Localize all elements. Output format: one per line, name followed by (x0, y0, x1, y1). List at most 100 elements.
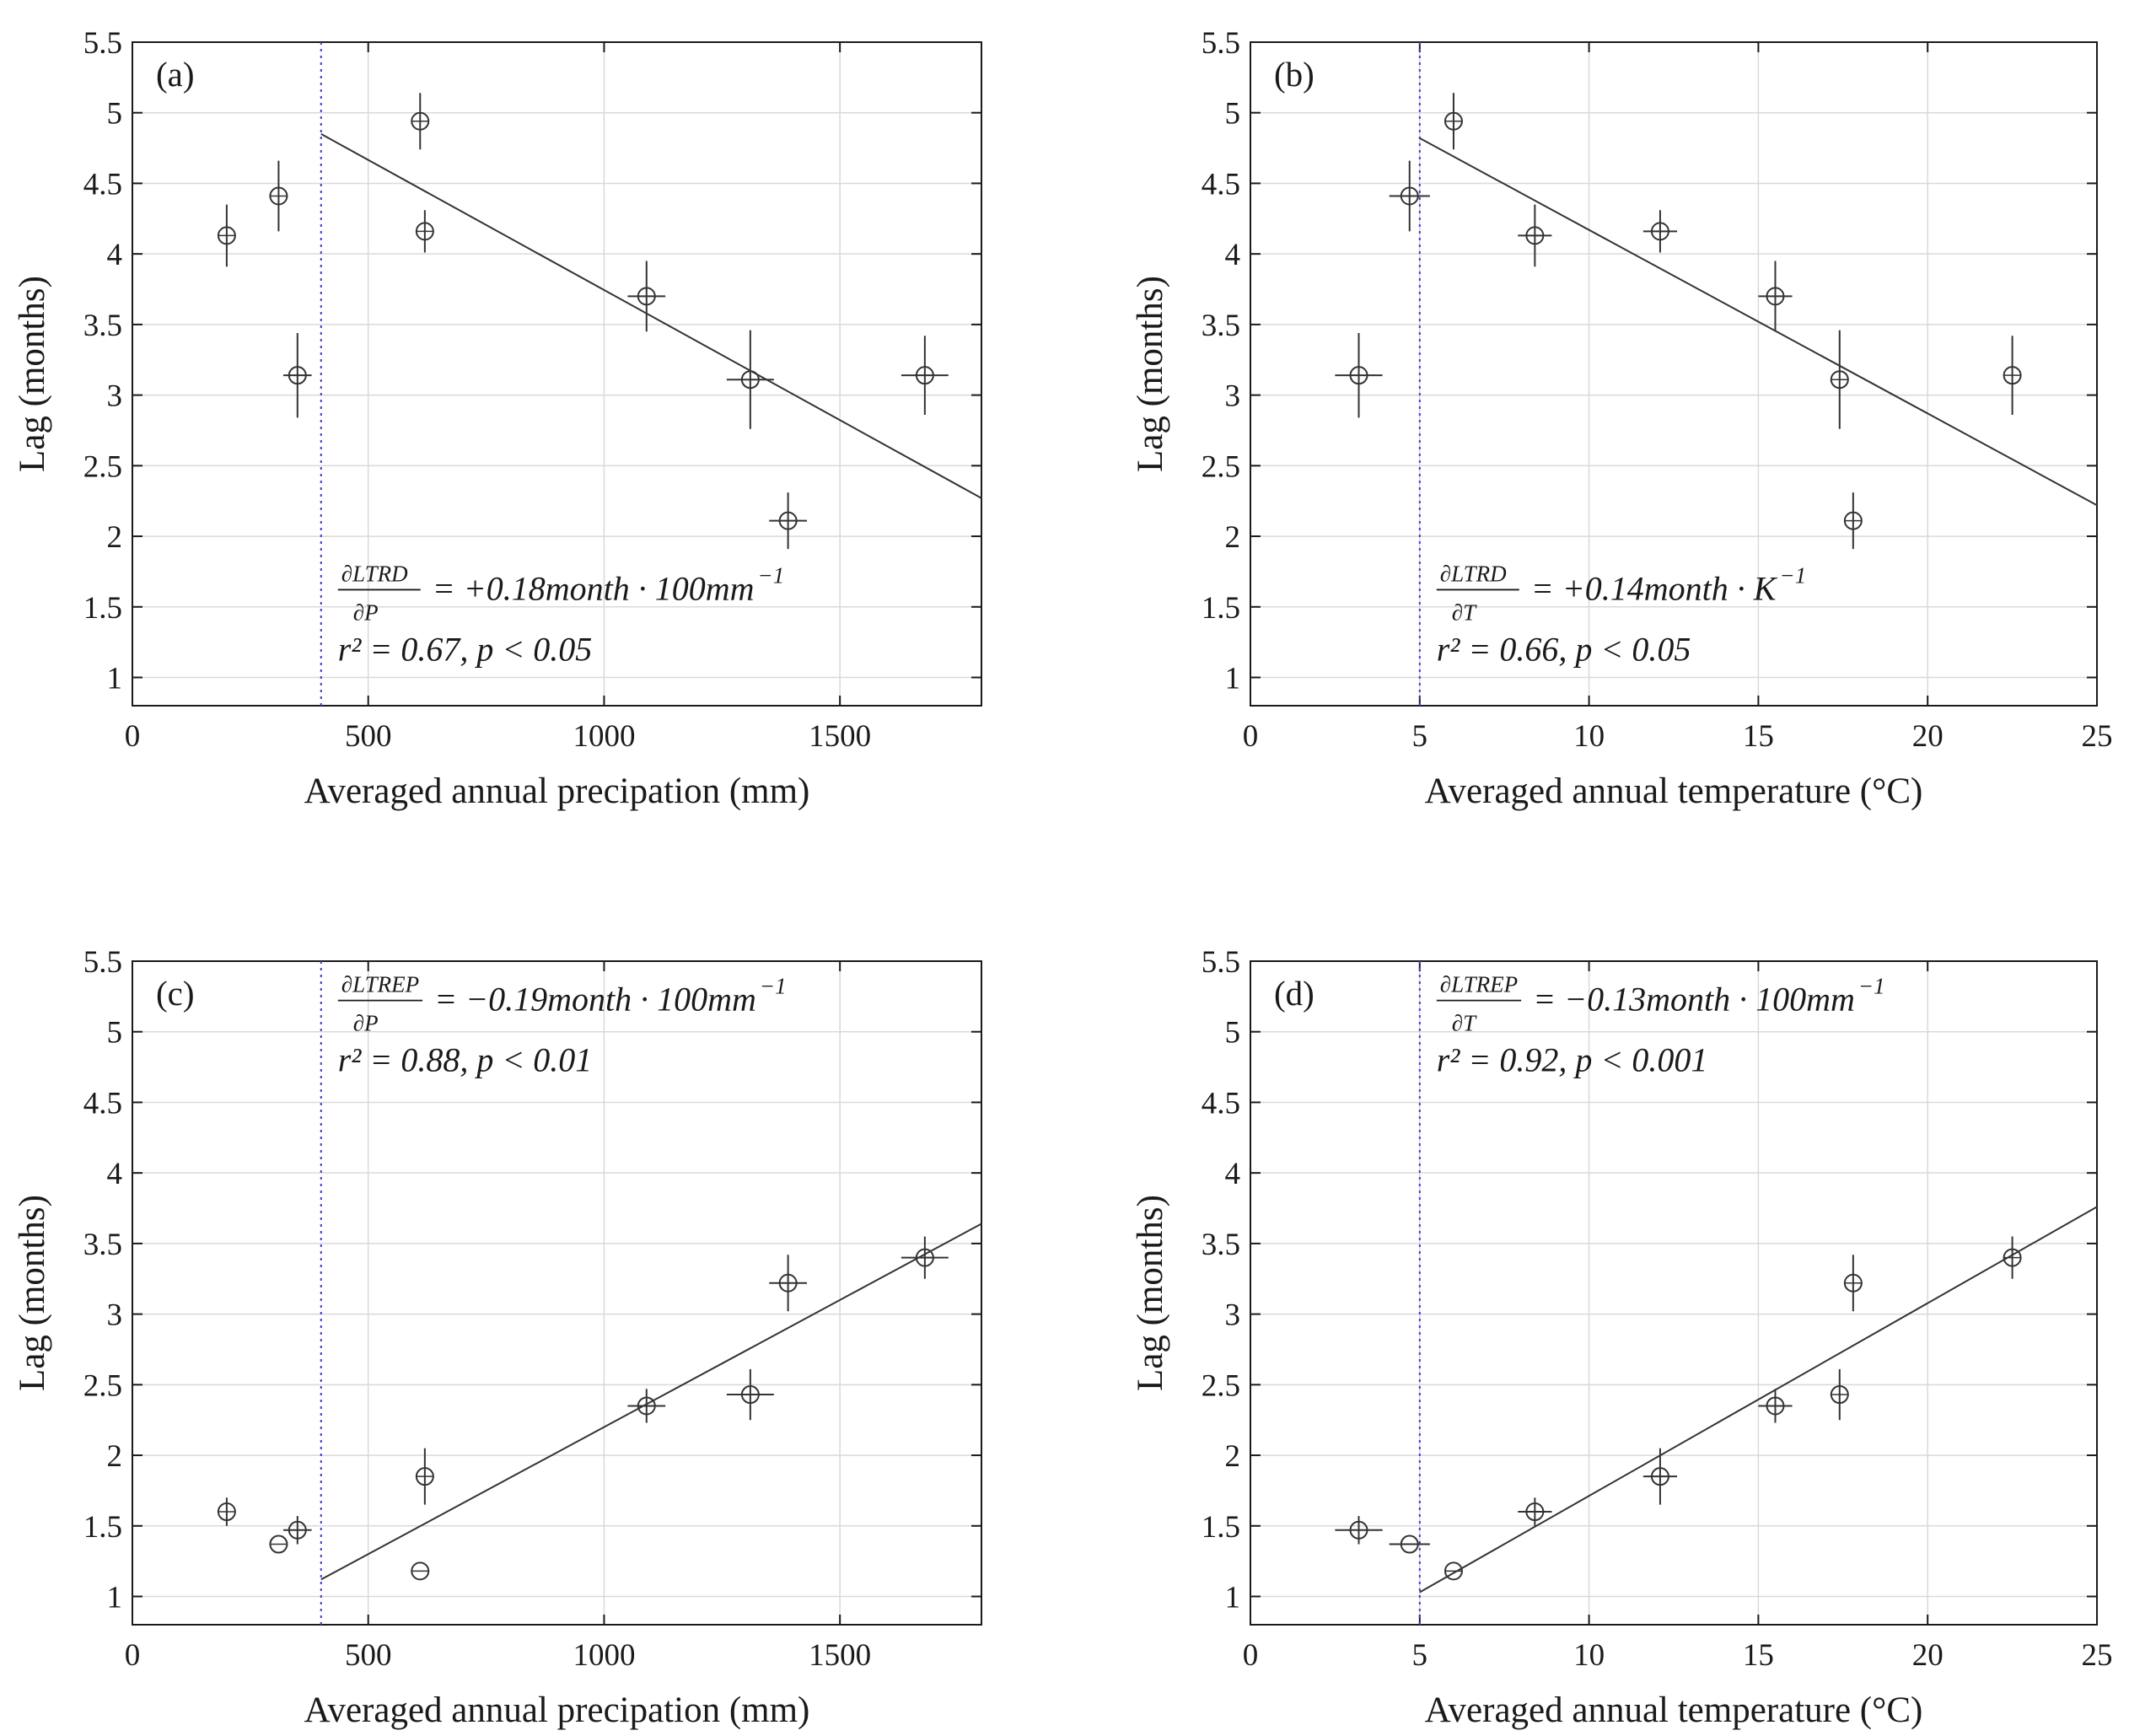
equation-stats: r² = 0.67, p < 0.05 (338, 630, 593, 668)
data-point (1642, 210, 1678, 253)
y-tick-label: 3 (107, 379, 123, 414)
x-axis-title: Averaged annual temperature (°C) (1425, 1690, 1923, 1730)
data-point (2003, 1236, 2022, 1279)
data-point (901, 1236, 949, 1279)
axes-frame (132, 960, 982, 1626)
data-point (415, 210, 434, 253)
y-tick-label: 1 (107, 662, 123, 696)
axes-frame (132, 41, 982, 707)
y-tick-label: 1.5 (1202, 1510, 1240, 1545)
x-tick-label: 1000 (573, 719, 635, 754)
y-tick-label: 5 (1225, 97, 1241, 132)
data-point (769, 1255, 808, 1312)
y-tick-label: 2.5 (83, 449, 122, 484)
data-point (627, 261, 666, 332)
panel-c: 0 500 1000 1500 1 1.5 2 2.5 3 3.5 4 4.5 5 5.5 Averaged… (13, 945, 982, 1730)
equation-denominator: ∂T (1452, 599, 1477, 625)
y-tick-label: 4.5 (1202, 167, 1240, 202)
equation-stats: r² = 0.92, p < 0.001 (1437, 1041, 1708, 1079)
equation-stats: r² = 0.66, p < 0.05 (1437, 630, 1691, 668)
y-tick-label: 5.5 (1202, 945, 1240, 980)
equation: ∂LTRD ∂P = +0.18month · 100mm −1 r² = 0.67, … (337, 561, 785, 668)
y-tick-label: 3 (1225, 379, 1241, 414)
data-point (269, 1534, 288, 1554)
y-tick-label: 4.5 (1202, 1086, 1240, 1121)
data-point (2003, 336, 2022, 416)
x-tick-label: 5 (1412, 719, 1428, 754)
equation: ∂LTREP ∂P = −0.19month · 100mm −1 r² = 0.88,… (337, 972, 787, 1079)
y-tick-label: 4 (1225, 1157, 1241, 1191)
data-point (217, 204, 236, 267)
x-tick-label: 20 (1912, 719, 1944, 754)
x-tick-label: 15 (1743, 1638, 1774, 1673)
y-tick-label: 2 (107, 520, 123, 555)
equation: ∂LTREP ∂T = −0.13month · 100mm −1 r² = 0.92,… (1436, 972, 1885, 1079)
data-point (901, 336, 949, 416)
equation-exponent: −1 (1858, 974, 1885, 999)
data-point (1389, 160, 1430, 232)
data-point (1843, 492, 1863, 550)
data-point (217, 1497, 236, 1526)
equation-denominator: ∂T (1452, 1011, 1477, 1036)
y-tick-label: 1 (1225, 662, 1241, 696)
panel-label: (c) (156, 974, 195, 1013)
equation-numerator: ∂LTRD (341, 561, 408, 586)
y-tick-label: 4 (107, 1157, 123, 1191)
x-tick-label: 0 (1243, 719, 1259, 754)
axes-frame (1250, 41, 2098, 707)
y-tick-label: 2 (107, 1439, 123, 1474)
y-tick-label: 5.5 (1202, 26, 1240, 61)
axes-frame (1250, 960, 2098, 1626)
y-tick-label: 2.5 (1202, 449, 1240, 484)
y-tick-label: 3.5 (1202, 309, 1240, 343)
x-tick-label: 1500 (809, 1638, 871, 1673)
data-point (283, 1516, 312, 1545)
y-axis-title: Lag (months) (13, 276, 52, 472)
data-point (283, 332, 312, 418)
data-point (726, 1368, 774, 1421)
x-tick-label: 500 (345, 719, 392, 754)
equation-stats: r² = 0.88, p < 0.01 (338, 1041, 593, 1079)
y-tick-label: 4.5 (83, 1086, 122, 1121)
x-tick-label: 10 (1573, 1638, 1605, 1673)
x-tick-label: 1000 (573, 1638, 635, 1673)
y-tick-label: 3.5 (83, 1228, 122, 1262)
y-tick-label: 2 (1225, 1439, 1241, 1474)
equation-numerator: ∂LTREP (341, 972, 419, 997)
data-point (269, 160, 288, 232)
y-axis-title: Lag (months) (1131, 1195, 1170, 1391)
y-tick-label: 5.5 (83, 945, 122, 980)
equation-denominator: ∂P (353, 599, 379, 625)
y-tick-label: 2 (1225, 520, 1241, 555)
x-tick-label: 10 (1573, 719, 1605, 754)
equation-denominator: ∂P (353, 1011, 379, 1036)
x-axis-title: Averaged annual precipation (mm) (304, 771, 810, 811)
x-axis-title: Averaged annual precipation (mm) (304, 1690, 810, 1730)
fit-line (1419, 1206, 2098, 1594)
equation-exponent: −1 (760, 974, 787, 999)
y-tick-label: 2.5 (83, 1368, 122, 1403)
panel-label: (b) (1274, 55, 1314, 94)
y-axis-title: Lag (months) (13, 1195, 52, 1391)
y-tick-label: 5 (1225, 1016, 1241, 1051)
data-point (415, 1448, 434, 1505)
y-tick-label: 1 (107, 1581, 123, 1615)
equation-rhs: = +0.14month · K (1531, 569, 1778, 607)
y-tick-label: 3.5 (83, 309, 122, 343)
data-point (1335, 1516, 1383, 1545)
y-tick-label: 1 (1225, 1581, 1241, 1615)
x-tick-label: 0 (1243, 1638, 1259, 1673)
equation-rhs: = +0.18month · 100mm (433, 569, 755, 607)
y-tick-label: 1.5 (83, 1510, 122, 1545)
fit-line (320, 132, 982, 499)
y-tick-label: 1.5 (1202, 591, 1240, 626)
y-tick-label: 3.5 (1202, 1228, 1240, 1262)
y-tick-label: 3 (107, 1298, 123, 1333)
data-point (1642, 1448, 1678, 1505)
equation-exponent: −1 (758, 562, 785, 588)
x-tick-label: 1500 (809, 719, 871, 754)
data-point (1758, 261, 1793, 332)
x-tick-label: 500 (345, 1638, 392, 1673)
x-tick-label: 15 (1743, 719, 1774, 754)
data-point (411, 93, 430, 150)
